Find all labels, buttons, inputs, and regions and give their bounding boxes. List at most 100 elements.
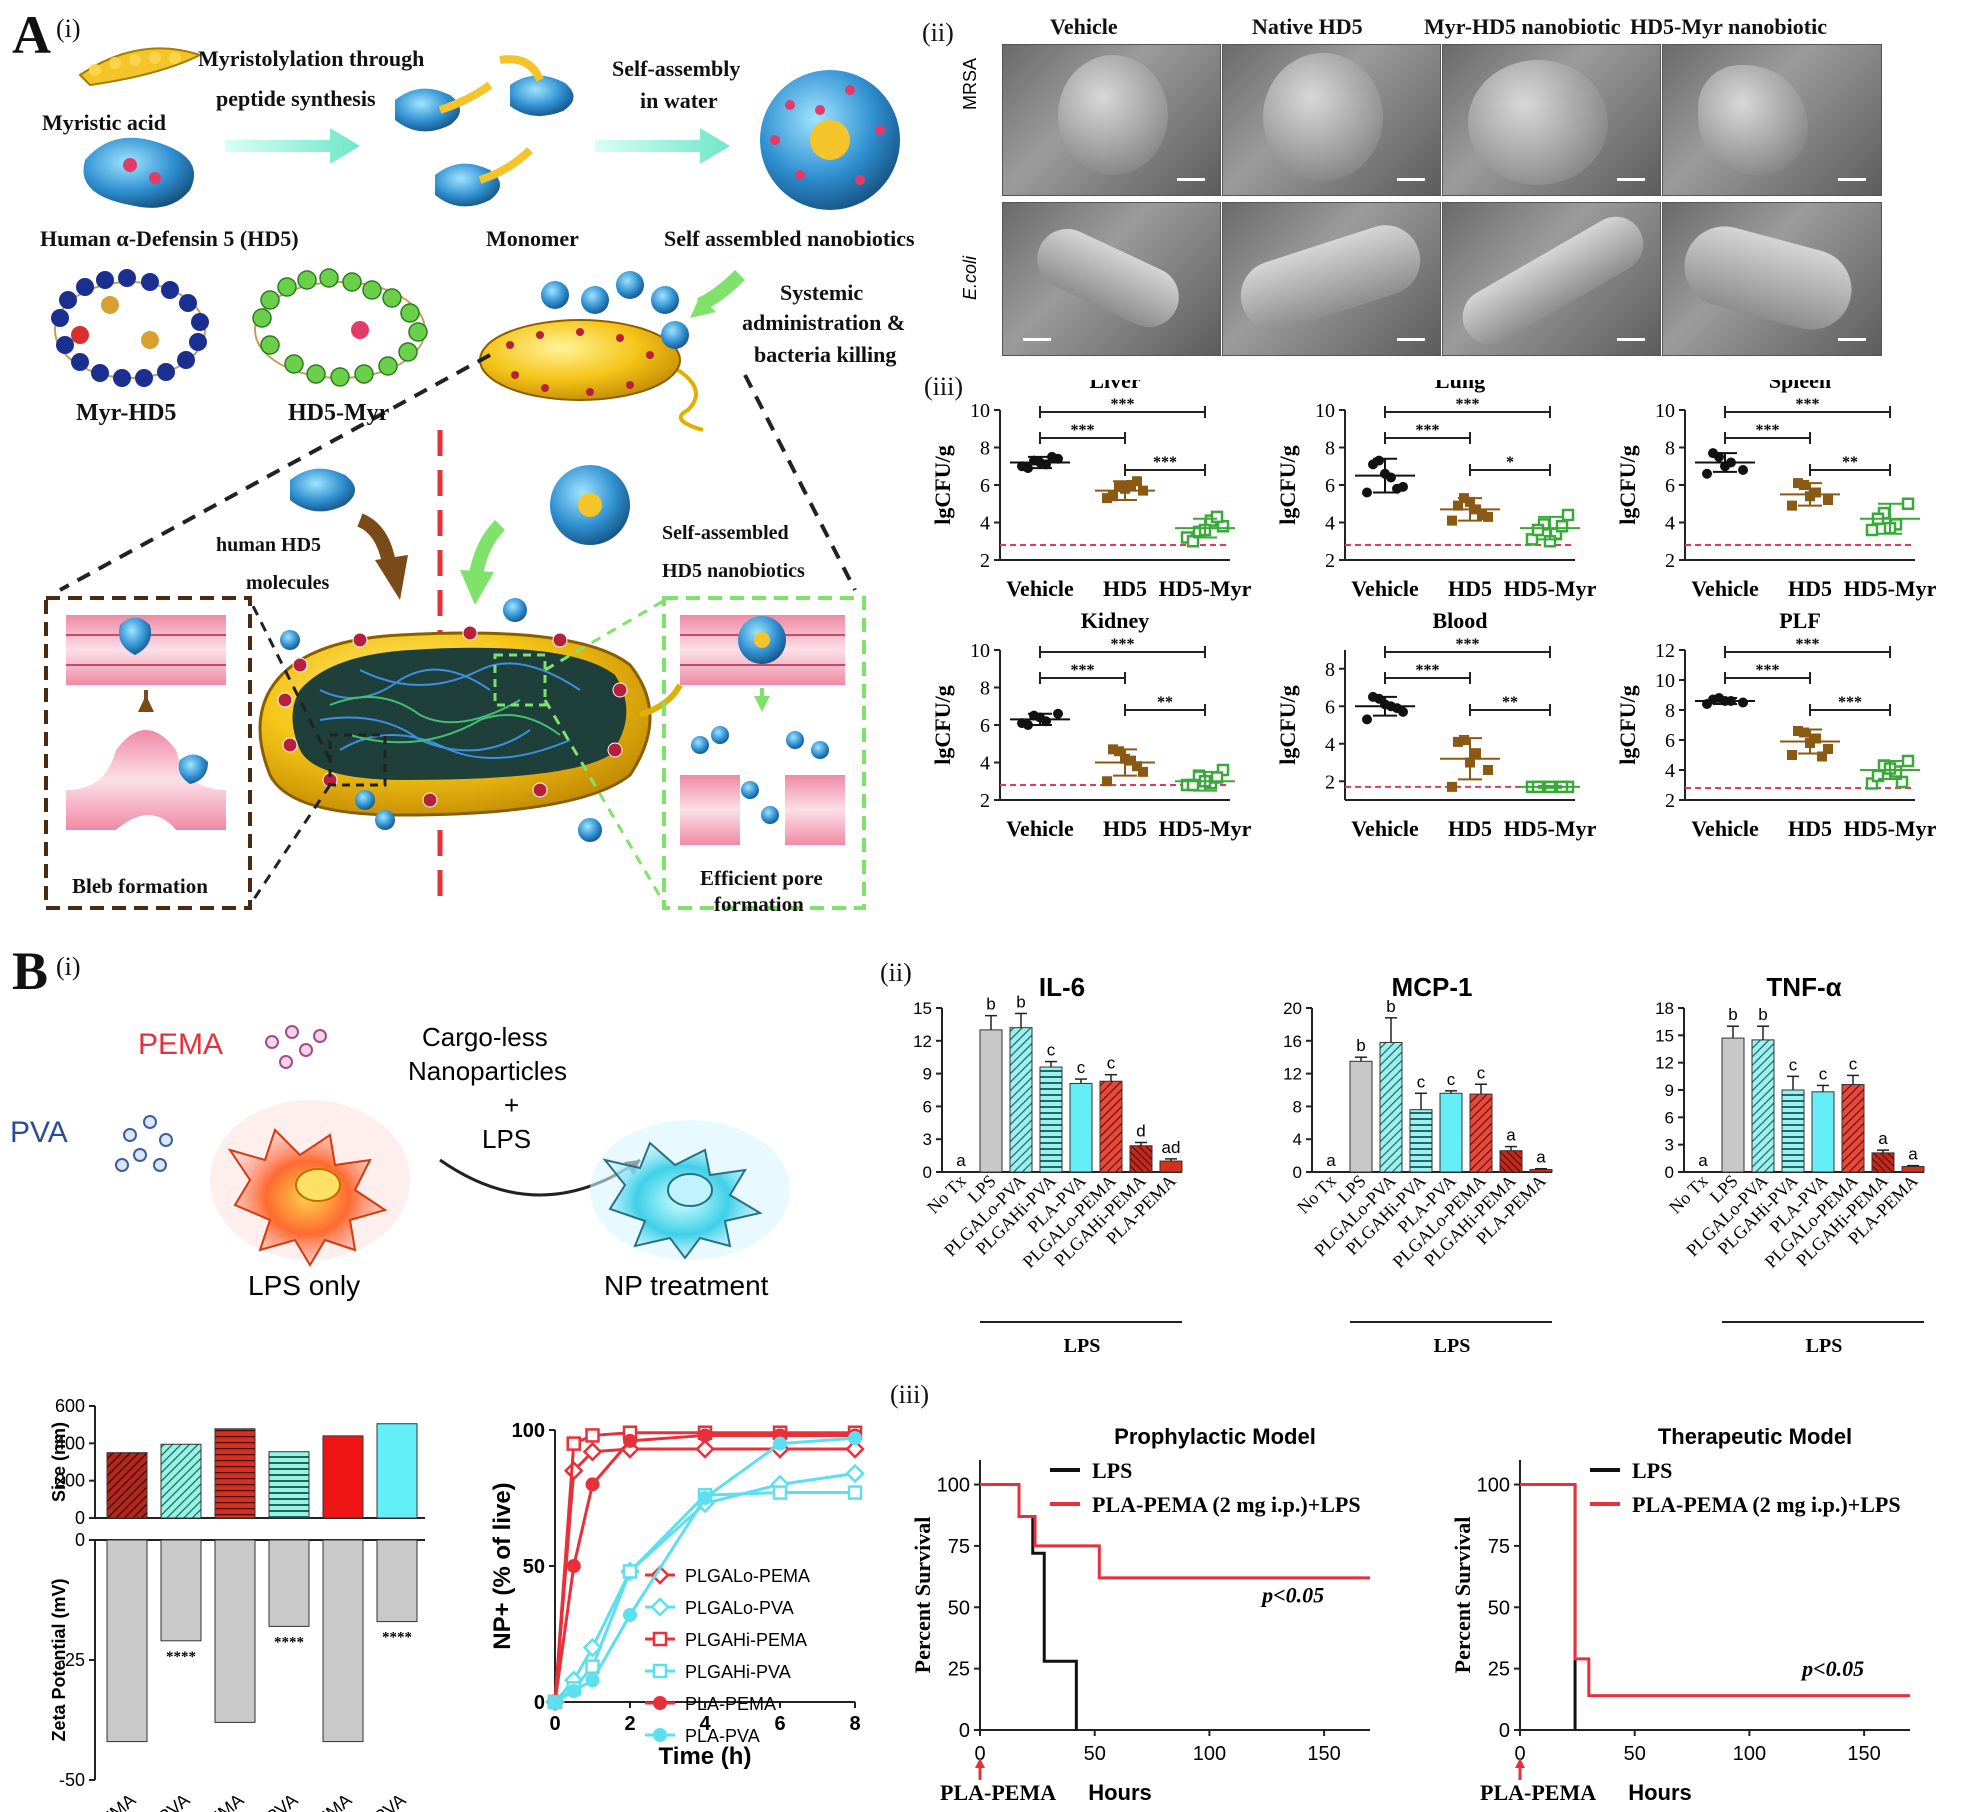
significance-label: ***	[1456, 636, 1480, 653]
sem-mrsa-vehicle	[1002, 44, 1221, 196]
bar	[1721, 1037, 1745, 1173]
self-assembly-label-2: in water	[640, 88, 718, 113]
data-point	[1108, 491, 1118, 502]
data-point	[1210, 510, 1224, 524]
dotplot-title: Spleen	[1769, 380, 1831, 393]
y-tick-label: 600	[55, 1396, 85, 1416]
sem-mrsa-myr-hd5	[1442, 44, 1661, 196]
data-point	[582, 1441, 603, 1462]
myristic-acid-label: Myristic acid	[42, 110, 167, 135]
bar	[979, 1029, 1003, 1173]
y-axis-label: lgCFU/g	[1275, 445, 1300, 524]
arrow-2-icon	[595, 128, 730, 164]
significance-letter: ad	[1162, 1138, 1181, 1157]
x-tick-label: 2	[624, 1713, 635, 1735]
data-point	[582, 1637, 603, 1658]
size-bar	[268, 1451, 310, 1519]
y-tick-label: 9	[923, 1065, 932, 1084]
uptake-kinetics-chart: 0 50 100 0 2 4 6 8 Time (h) NP+ (% of live) PLGALo…	[489, 1420, 865, 1770]
dotplot-title: Blood	[1432, 608, 1487, 633]
significance-label: ***	[1796, 396, 1820, 413]
data-point	[1787, 750, 1797, 760]
y-axis-label: lgCFU/g	[1275, 685, 1300, 764]
y-axis-label: lgCFU/g	[1615, 445, 1640, 524]
y-tick-label: 15	[913, 999, 932, 1018]
data-point	[566, 1436, 581, 1451]
y-tick-label: 6	[1665, 475, 1675, 497]
data-point	[845, 1463, 865, 1484]
human-hd5-label-1: human HD5	[216, 534, 322, 556]
y-tick-label: 8	[1665, 438, 1675, 460]
x-tick-label: HD5-Myr	[1844, 576, 1937, 601]
x-tick-label: Vehicle	[1006, 816, 1074, 841]
treatment-marker-head	[1515, 1758, 1525, 1768]
bar	[1039, 1066, 1063, 1173]
significance-letter: c	[1447, 1070, 1456, 1089]
treatment-marker-head	[975, 1758, 985, 1768]
curved-arrow-icon	[696, 270, 745, 312]
y-tick-label: 2	[1325, 550, 1335, 572]
significance-letter: a	[1878, 1129, 1888, 1148]
significance-letter: c	[1077, 1058, 1086, 1077]
arrow-label-4: LPS	[482, 1124, 532, 1154]
bar	[1751, 1039, 1775, 1173]
zeta-bar	[268, 1539, 310, 1627]
significance-letter: c	[1417, 1072, 1426, 1091]
y-axis-label: lgCFU/g	[930, 685, 955, 764]
significance-letter: b	[1386, 997, 1395, 1016]
x-tick-label: HD5	[1103, 576, 1147, 601]
bar	[1099, 1080, 1123, 1173]
legend-label: PLA-PEMA (2 mg i.p.)+LPS	[1092, 1492, 1361, 1517]
y-tick-label: 0	[1665, 1163, 1674, 1182]
data-point	[1738, 465, 1748, 475]
myristic-acid-icon	[78, 47, 203, 87]
y-tick-label: 15	[1655, 1026, 1674, 1045]
significance-label: **	[1502, 694, 1518, 711]
bar	[1409, 1109, 1433, 1173]
survival-curve	[1520, 1483, 1910, 1698]
bar	[1069, 1082, 1093, 1173]
data-point	[1114, 746, 1124, 757]
y-tick-label: 0	[534, 1692, 545, 1714]
data-point	[566, 1684, 581, 1699]
y-tick-label: 10	[970, 640, 990, 662]
significance-label: **	[1842, 454, 1858, 471]
panel-b-label: B	[12, 941, 49, 1001]
y-tick-label: 18	[1655, 999, 1674, 1018]
bar	[1811, 1091, 1835, 1173]
y-tick-label: 0	[75, 1508, 85, 1528]
survival-title: Prophylactic Model	[1114, 1424, 1316, 1449]
y-tick-label: 10	[1655, 670, 1675, 692]
significance-label: ***	[1111, 636, 1135, 653]
y-tick-label: 6	[1665, 1108, 1674, 1127]
data-point	[845, 1439, 865, 1459]
x-tick-label: Vehicle	[1006, 576, 1074, 601]
legend-marker	[650, 1597, 670, 1617]
data-point	[1459, 735, 1469, 745]
x-tick-label: HD5	[1788, 576, 1832, 601]
bar	[1841, 1084, 1865, 1173]
x-tick-label: HD5	[1103, 816, 1147, 841]
data-point	[698, 1491, 712, 1505]
zeta-bar	[376, 1539, 418, 1623]
synthesis-label-1: Myristolylation through	[198, 46, 425, 71]
legend-label: LPS	[1632, 1458, 1672, 1483]
significance-label: ***	[1838, 694, 1862, 711]
y-tick-label: 2	[1665, 550, 1675, 572]
bar	[1871, 1152, 1895, 1173]
legend-label: PLGALo-PEMA	[685, 1566, 810, 1586]
significance-letter: b	[1356, 1036, 1365, 1055]
data-point	[1738, 697, 1748, 708]
significance-letter: c	[1047, 1041, 1056, 1060]
x-tick-label: PLGALo-PEMA	[31, 1790, 140, 1812]
zeta-bar	[160, 1539, 202, 1642]
x-axis-label: Time (h)	[659, 1743, 752, 1770]
human-hd5-label-2: molecules	[246, 572, 330, 594]
arrow-label-2: Nanoparticles	[408, 1056, 567, 1086]
x-tick-label: 100	[1193, 1743, 1226, 1765]
pore-formation-inset	[543, 596, 866, 910]
